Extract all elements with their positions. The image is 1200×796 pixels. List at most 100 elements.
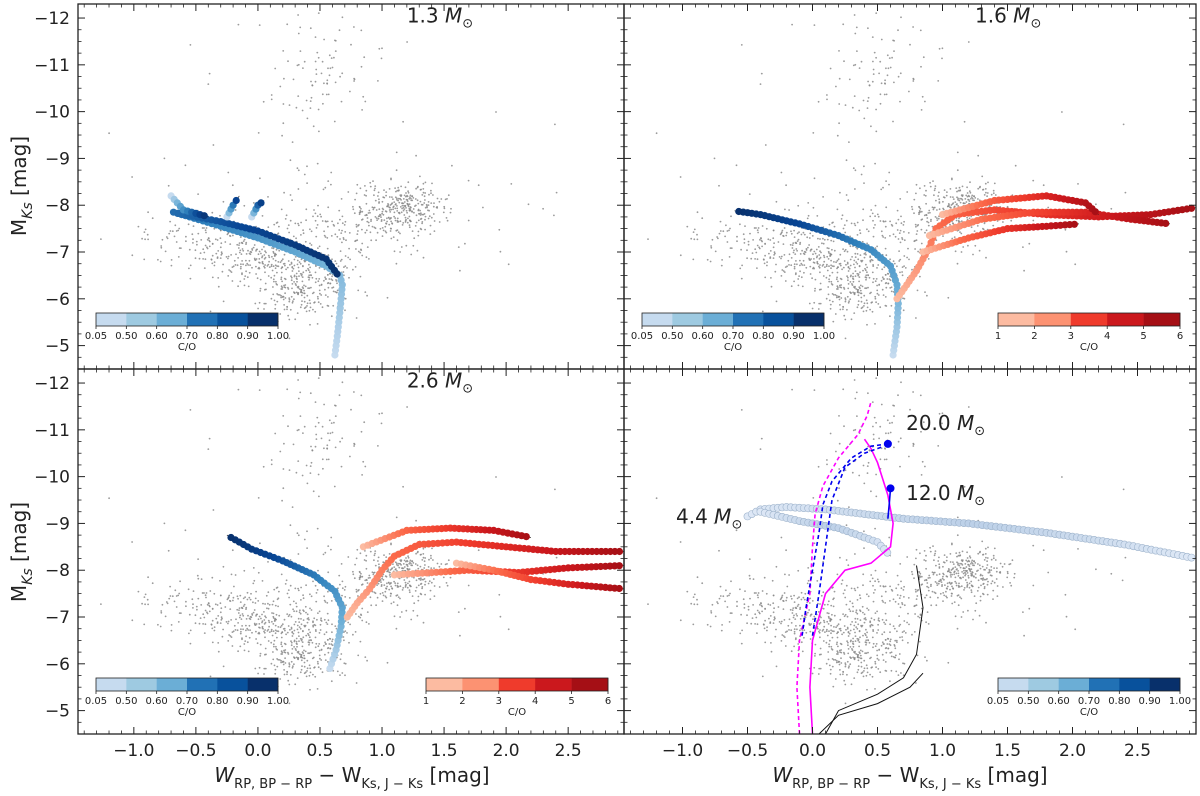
field-star (327, 571, 330, 574)
field-star (264, 288, 266, 291)
field-star (325, 93, 328, 96)
field-star (253, 609, 256, 611)
field-star (886, 278, 889, 280)
field-star (387, 205, 389, 208)
field-star (270, 297, 273, 300)
field-star (295, 637, 298, 640)
field-star (903, 231, 905, 233)
field-star (298, 611, 301, 614)
field-star (297, 32, 300, 35)
field-star (268, 631, 271, 633)
field-star (795, 272, 797, 274)
field-star (291, 141, 294, 144)
field-star (368, 258, 370, 260)
field-star (754, 248, 757, 251)
field-star (381, 47, 383, 50)
field-star (892, 120, 894, 123)
field-star (396, 562, 398, 565)
field-star (943, 196, 946, 199)
field-star (925, 189, 927, 192)
field-star (957, 189, 960, 192)
field-star (407, 217, 409, 220)
field-star (286, 266, 289, 269)
field-star (319, 213, 322, 216)
field-star (352, 205, 354, 208)
field-star (729, 227, 731, 230)
track-point (1162, 219, 1170, 227)
field-star (276, 221, 279, 224)
field-star (827, 247, 830, 250)
field-star (782, 235, 785, 238)
field-star (321, 93, 324, 96)
field-star (835, 296, 838, 299)
field-star (843, 314, 846, 317)
field-star (730, 247, 733, 250)
field-star (903, 255, 906, 257)
field-star (711, 603, 714, 606)
field-star (331, 275, 333, 278)
field-star (249, 264, 252, 266)
field-star (272, 623, 275, 625)
field-star (302, 630, 304, 632)
field-star (635, 158, 637, 160)
field-star (316, 589, 319, 591)
field-star (297, 266, 300, 269)
field-star (264, 667, 267, 670)
field-star (824, 266, 826, 268)
field-star (417, 550, 419, 553)
colorbar-tick-label: 0.60 (692, 331, 714, 342)
field-star (419, 200, 422, 203)
field-star (272, 615, 275, 618)
field-star (339, 674, 341, 676)
field-star (283, 308, 286, 311)
field-star (799, 629, 801, 632)
field-star (283, 191, 285, 194)
field-star (170, 624, 173, 626)
field-star (828, 299, 831, 302)
field-star (422, 621, 425, 624)
field-star (173, 235, 176, 238)
field-star (288, 104, 291, 106)
field-star (942, 200, 944, 203)
field-star (447, 194, 450, 197)
field-star (267, 254, 270, 257)
field-star (306, 659, 309, 662)
field-star (923, 194, 926, 196)
field-star (802, 259, 805, 262)
field-star (288, 297, 291, 299)
field-star (303, 300, 306, 303)
field-star (252, 582, 255, 585)
field-star (295, 602, 297, 605)
field-star (373, 554, 376, 557)
field-star (935, 199, 937, 202)
field-star (853, 259, 856, 262)
field-star (237, 650, 240, 653)
field-star (879, 93, 882, 96)
field-star (309, 392, 312, 395)
field-star (915, 239, 918, 242)
field-star (812, 206, 815, 209)
field-star (265, 594, 268, 597)
field-star (803, 598, 806, 601)
field-star (384, 595, 387, 598)
field-star (257, 497, 260, 499)
field-star (835, 85, 837, 88)
field-star (304, 605, 307, 608)
field-star (340, 100, 343, 103)
field-star (308, 276, 311, 279)
field-star (227, 622, 229, 625)
field-star (245, 270, 248, 273)
colorbar-tick-label: 1 (423, 696, 429, 707)
field-star (396, 205, 398, 207)
field-star (300, 659, 303, 662)
field-star (311, 84, 314, 86)
field-star (196, 243, 198, 246)
field-star (305, 219, 307, 222)
field-star (811, 235, 814, 237)
field-star (897, 29, 899, 32)
field-star (189, 629, 192, 632)
field-star (407, 204, 410, 207)
field-star (912, 26, 914, 28)
field-star (495, 476, 497, 478)
field-star (306, 547, 308, 549)
